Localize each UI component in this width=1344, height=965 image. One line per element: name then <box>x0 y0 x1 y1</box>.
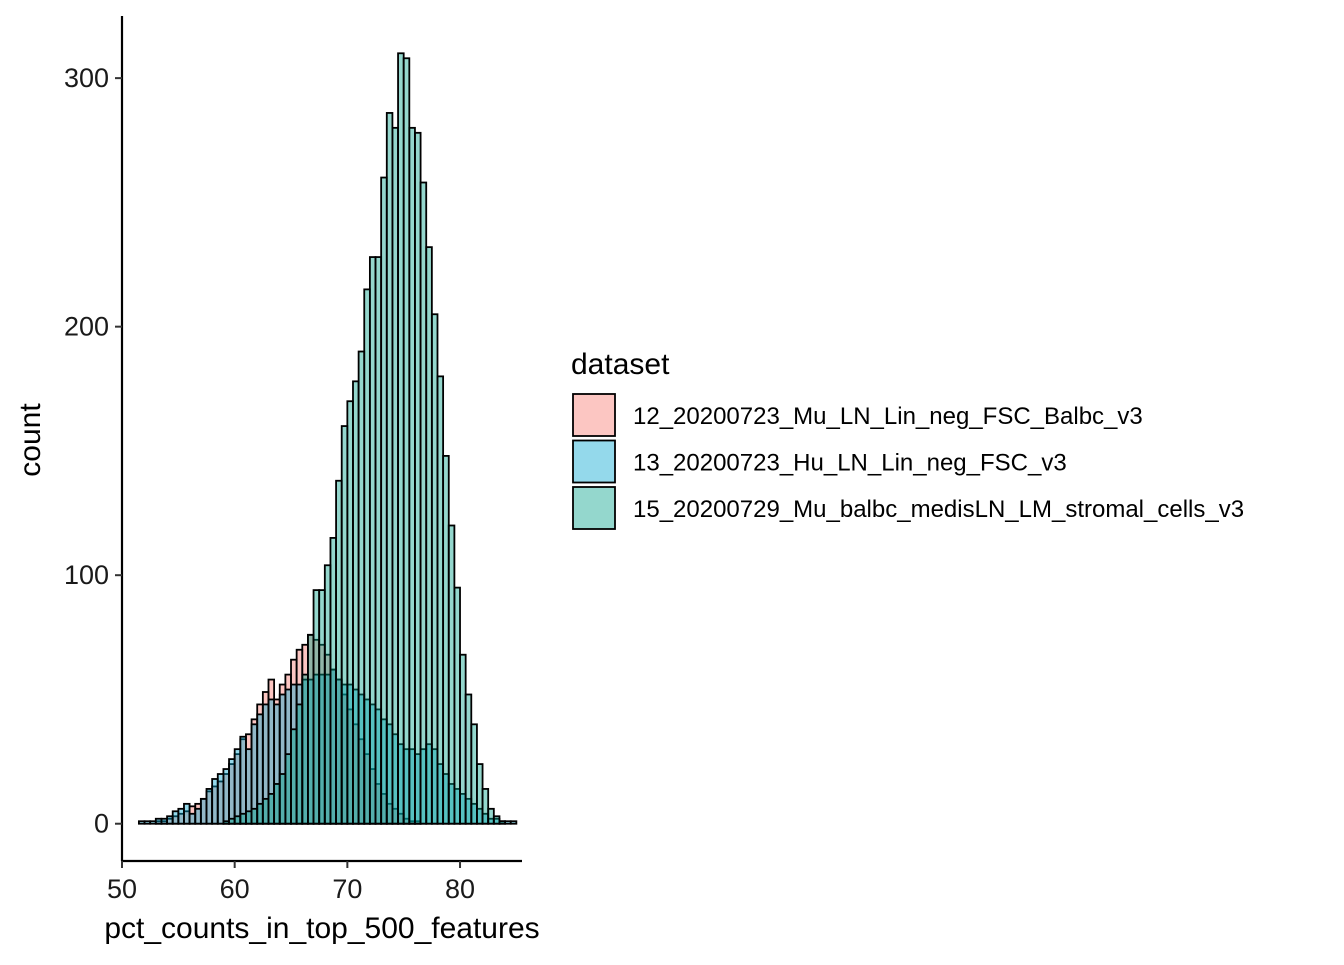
legend-title: dataset <box>571 348 670 381</box>
histogram-bar <box>481 788 490 825</box>
legend-item: 12_20200723_Mu_LN_Lin_neg_FSC_Balbc_v3 <box>572 393 1143 437</box>
legend-swatch <box>572 486 616 530</box>
legend: dataset 12_20200723_Mu_LN_Lin_neg_FSC_Ba… <box>571 348 1244 530</box>
legend-item: 15_20200729_Mu_balbc_medisLN_LM_stromal_… <box>572 486 1244 530</box>
bars-layer <box>137 52 518 825</box>
x-axis-title: pct_counts_in_top_500_features <box>104 912 539 945</box>
legend-item: 13_20200723_Hu_LN_Lin_neg_FSC_v3 <box>572 439 1067 484</box>
legend-label: 15_20200729_Mu_balbc_medisLN_LM_stromal_… <box>633 496 1244 523</box>
y-tick-label: 0 <box>94 809 109 839</box>
series-3-bars <box>222 52 506 825</box>
y-tick-label: 100 <box>64 560 109 590</box>
histogram-bar <box>498 820 506 825</box>
legend-swatch <box>572 393 616 437</box>
x-tick-label: 80 <box>445 874 475 904</box>
x-tick-label: 50 <box>107 874 137 904</box>
legend-swatch <box>572 439 616 484</box>
legend-label: 12_20200723_Mu_LN_Lin_neg_FSC_Balbc_v3 <box>633 403 1143 430</box>
y-axis-title: count <box>14 403 47 477</box>
legend-label: 13_20200723_Hu_LN_Lin_neg_FSC_v3 <box>633 450 1067 477</box>
y-tick-label: 200 <box>64 312 109 342</box>
histogram-bar <box>509 820 518 825</box>
x-tick-label: 70 <box>332 874 362 904</box>
histogram-bar <box>492 815 501 825</box>
x-tick-label: 60 <box>220 874 250 904</box>
legend-items: 12_20200723_Mu_LN_Lin_neg_FSC_Balbc_v3 13… <box>572 393 1244 530</box>
y-tick-label: 300 <box>64 63 109 93</box>
axes-layer <box>120 16 522 863</box>
ticks-layer: 50 60 70 80 0 100 200 300 <box>64 63 475 904</box>
